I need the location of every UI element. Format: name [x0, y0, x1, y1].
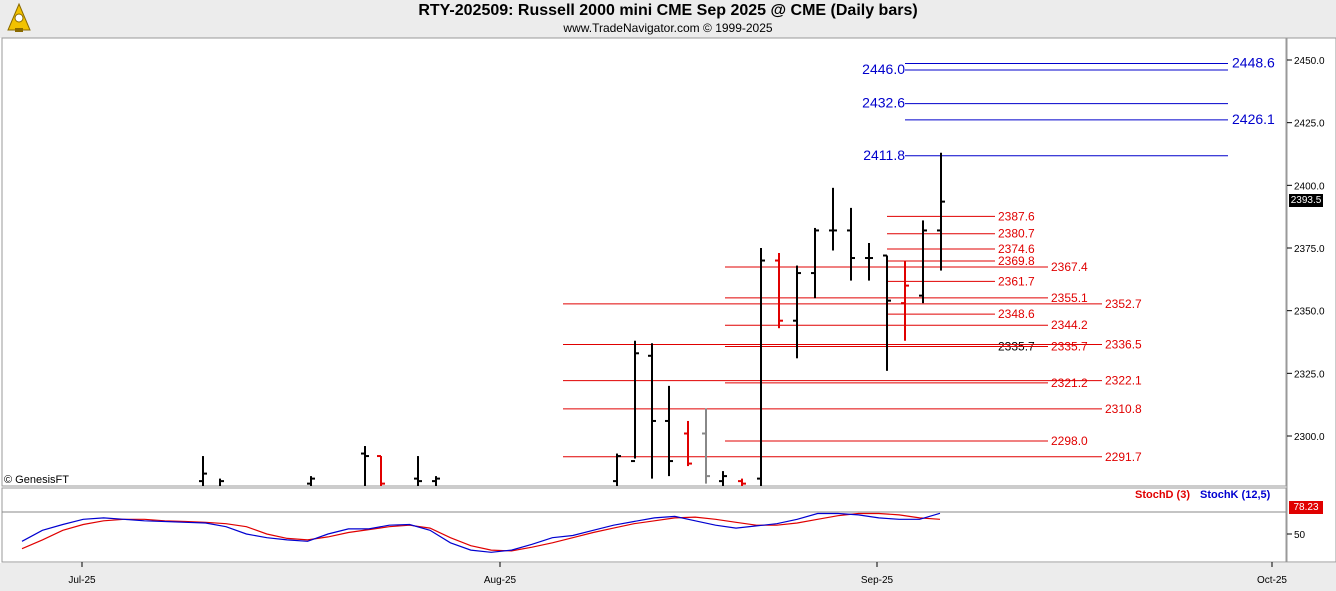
ohlc-bar: [307, 476, 315, 486]
price-tick-label: 2400.0: [1294, 181, 1325, 192]
level-label: 2355.1: [1051, 291, 1088, 305]
ohlc-bar: [865, 242, 873, 281]
price-panel: [1, 37, 1287, 487]
price-tick-label: 2325.0: [1294, 369, 1325, 380]
stochastic-lines: 50: [21, 512, 1306, 553]
data-credit: © GenesisFT: [4, 474, 69, 486]
price-tick-label: 2450.0: [1294, 56, 1325, 67]
chart-header: RTY-202509: Russell 2000 mini CME Sep 20…: [0, 0, 1336, 38]
ohlc-bars: [199, 152, 945, 486]
ohlc-bar: [883, 254, 891, 371]
level-label: 2298.0: [1051, 434, 1088, 448]
level-label: 2322.1: [1105, 374, 1142, 388]
level-label: 2335.7: [1051, 340, 1088, 354]
stoch-d-line: [21, 512, 941, 552]
chart-subtitle: www.TradeNavigator.com © 1999-2025: [563, 21, 773, 35]
stochastic-value-tag: 78.23: [1289, 501, 1323, 514]
stoch-d-legend: StochD (3): [1135, 489, 1190, 501]
trade-navigator-logo-icon: [4, 2, 34, 39]
level-label: 2374.6: [998, 242, 1035, 256]
price-tick-label: 2425.0: [1294, 119, 1325, 130]
ohlc-bar: [847, 207, 855, 281]
price-tick-label: 2300.0: [1294, 432, 1325, 443]
stoch-k-line: [21, 512, 941, 553]
level-label: 2369.8: [998, 254, 1035, 268]
ohlc-bar: [648, 343, 656, 479]
ohlc-bar: [414, 456, 422, 486]
level-label: 2344.2: [1051, 318, 1088, 332]
level-label: 2411.8: [863, 147, 905, 163]
level-label: 2352.7: [1105, 297, 1142, 311]
ohlc-bar: [719, 471, 727, 486]
level-label: 2310.8: [1105, 402, 1142, 416]
ohlc-bar: [793, 265, 801, 359]
level-label: 2380.7: [998, 227, 1035, 241]
level-label: 2426.1: [1232, 111, 1275, 127]
ohlc-bar: [757, 248, 765, 486]
chart-title: RTY-202509: Russell 2000 mini CME Sep 20…: [418, 2, 918, 19]
ohlc-bar: [829, 187, 837, 251]
ohlc-bar: [684, 420, 692, 467]
ohlc-bar: [937, 152, 945, 271]
level-label: 2348.6: [998, 307, 1035, 321]
price-tick-label: 2375.0: [1294, 244, 1325, 255]
level-label: 2387.6: [998, 209, 1035, 223]
ohlc-bar: [665, 385, 673, 477]
stochastic-panel: [1, 487, 1287, 563]
ohlc-bar: [901, 260, 909, 341]
time-tick-label: Oct-25: [1257, 575, 1287, 586]
stoch-tick-label: 50: [1294, 530, 1306, 541]
time-tick-label: Sep-25: [861, 575, 894, 586]
level-label: 2367.4: [1051, 260, 1088, 274]
ohlc-bar: [377, 455, 385, 486]
ohlc-bar: [775, 253, 783, 329]
ohlc-bar: [702, 408, 710, 484]
stoch-k-legend: StochK (12,5): [1200, 489, 1271, 501]
price-axis: [1286, 37, 1336, 563]
time-tick-labels: Jul-25 Aug-25 Sep-25 Oct-25: [68, 562, 1287, 586]
price-tick-labels: 2450.0 2425.0 2400.0 2375.0 2350.0 2325.0 2300…: [1287, 56, 1325, 443]
level-label: 2448.6: [1232, 55, 1275, 71]
ohlc-bar: [631, 340, 639, 463]
level-label: 2432.6: [862, 95, 905, 111]
ohlc-bar: [199, 456, 207, 486]
level-label: 2336.5: [1105, 338, 1142, 352]
time-axis: [0, 563, 1336, 591]
ohlc-bar: [219, 478, 224, 486]
last-price-tag: 2393.5: [1289, 194, 1323, 207]
level-label: 2446.0: [862, 61, 905, 77]
ohlc-bar: [919, 220, 927, 304]
level-label: 2361.7: [998, 274, 1035, 288]
ohlc-bar: [811, 227, 819, 299]
time-tick-label: Aug-25: [484, 575, 517, 586]
ohlc-bar: [432, 476, 440, 486]
level-label: 2291.7: [1105, 450, 1142, 464]
ohlc-bar: [361, 446, 369, 486]
time-tick-label: Jul-25: [68, 575, 96, 586]
level-lines: 2448.6 2446.0 2432.6 2426.1 2411.8 2387.6 2380…: [563, 55, 1275, 464]
level-label: 2321.2: [1051, 376, 1088, 390]
price-tick-label: 2350.0: [1294, 307, 1325, 318]
ohlc-bar: [613, 453, 621, 486]
ohlc-bar: [738, 478, 746, 486]
